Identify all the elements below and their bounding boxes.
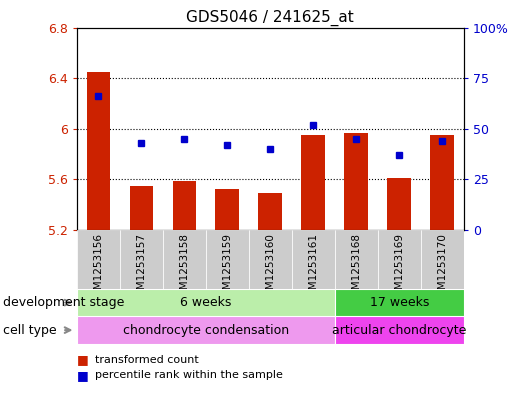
Bar <box>163 230 206 289</box>
Bar <box>344 132 368 230</box>
Bar <box>387 178 411 230</box>
Text: GSM1253157: GSM1253157 <box>136 233 146 303</box>
Bar <box>77 230 120 289</box>
Text: cell type: cell type <box>3 323 56 337</box>
Bar <box>86 72 110 230</box>
Bar <box>292 230 335 289</box>
Text: chondrocyte condensation: chondrocyte condensation <box>123 323 289 337</box>
Bar <box>249 230 292 289</box>
Bar <box>77 316 335 344</box>
Text: GSM1253156: GSM1253156 <box>93 233 103 303</box>
Title: GDS5046 / 241625_at: GDS5046 / 241625_at <box>187 10 354 26</box>
Text: GSM1253158: GSM1253158 <box>179 233 189 303</box>
Bar <box>302 135 325 230</box>
Text: GSM1253160: GSM1253160 <box>266 233 275 303</box>
Text: GSM1253170: GSM1253170 <box>437 233 447 303</box>
Bar <box>335 316 464 344</box>
Text: GSM1253169: GSM1253169 <box>394 233 404 303</box>
Bar <box>206 230 249 289</box>
Text: GSM1253159: GSM1253159 <box>222 233 232 303</box>
Text: ■: ■ <box>77 369 89 382</box>
Bar <box>120 230 163 289</box>
Text: GSM1253161: GSM1253161 <box>308 233 319 303</box>
Text: 17 weeks: 17 weeks <box>369 296 429 309</box>
Bar <box>172 180 196 230</box>
Text: ■: ■ <box>77 353 89 366</box>
Text: articular chondrocyte: articular chondrocyte <box>332 323 466 337</box>
Bar <box>77 289 335 316</box>
Bar <box>335 289 464 316</box>
Text: 6 weeks: 6 weeks <box>180 296 232 309</box>
Bar <box>421 230 464 289</box>
Text: GSM1253168: GSM1253168 <box>351 233 361 303</box>
Text: transformed count: transformed count <box>95 354 199 365</box>
Bar <box>335 230 378 289</box>
Bar <box>129 185 153 230</box>
Bar <box>216 189 239 230</box>
Bar <box>430 135 454 230</box>
Text: percentile rank within the sample: percentile rank within the sample <box>95 370 283 380</box>
Text: development stage: development stage <box>3 296 124 309</box>
Bar <box>259 193 282 230</box>
Bar <box>378 230 421 289</box>
